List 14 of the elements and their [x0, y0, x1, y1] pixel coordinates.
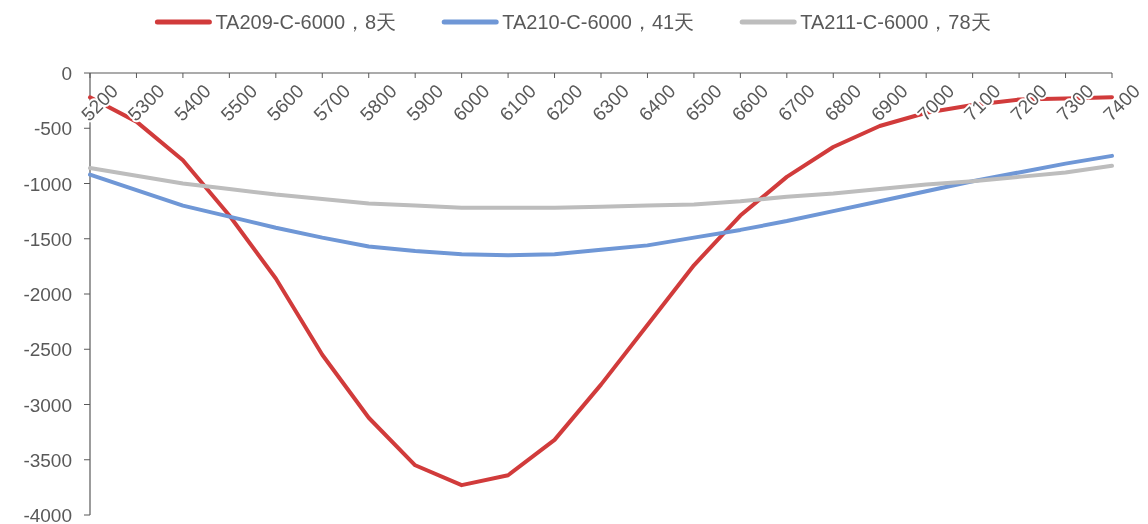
legend-label: TA211-C-6000，78天 — [800, 11, 991, 33]
y-tick-label: -1000 — [23, 173, 72, 195]
y-tick-label: -3000 — [23, 394, 72, 416]
y-tick-label: -3500 — [23, 449, 72, 471]
line-series — [88, 153, 1114, 258]
y-tick-label: -4000 — [23, 505, 72, 524]
line-series — [88, 163, 1114, 210]
legend-label: TA209-C-6000，8天 — [215, 11, 397, 33]
y-tick-label: -2500 — [23, 339, 72, 361]
y-tick-label: -1500 — [23, 228, 72, 250]
legend-label: TA210-C-6000，41天 — [502, 11, 695, 33]
y-tick-label: 0 — [61, 63, 72, 84]
y-tick-label: -500 — [33, 118, 72, 140]
y-tick-label: -2000 — [23, 284, 72, 305]
